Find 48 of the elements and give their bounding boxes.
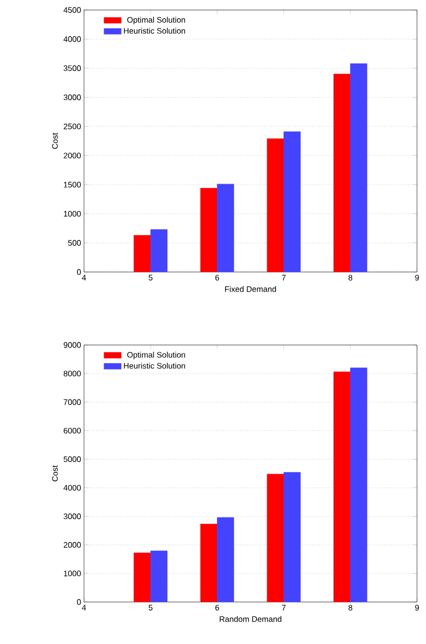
x-tick-label: 9: [415, 604, 419, 611]
y-tick-label: 500: [68, 240, 81, 246]
bar: [134, 552, 151, 602]
y-tick-label: 0: [77, 269, 81, 275]
x-tick-label: 7: [282, 274, 286, 280]
y-tick-label: 4000: [64, 484, 81, 491]
y-tick-label: 1500: [64, 182, 81, 188]
bar: [266, 138, 284, 272]
x-tick-label: 8: [348, 274, 352, 281]
y-tick-label: 2500: [64, 124, 81, 130]
legend-label: Heuristic Solution: [124, 362, 186, 369]
bar: [266, 474, 284, 602]
y-tick-label: 7000: [64, 399, 81, 405]
x-tick-label: 9: [415, 274, 419, 281]
y-tick-label: 0: [77, 599, 81, 605]
x-tick-label: 8: [348, 604, 352, 611]
x-tick-label: 6: [215, 274, 220, 281]
y-tick-label: 3500: [64, 65, 81, 72]
y-tick-label: 1000: [64, 210, 81, 217]
x-tick-label: 4: [82, 274, 86, 280]
x-tick-label: 5: [148, 604, 152, 610]
bar: [200, 524, 218, 602]
y-tick-label: 3000: [64, 514, 81, 520]
y-axis-title: Cost: [52, 465, 58, 482]
x-axis-title: Fixed Demand: [225, 286, 276, 292]
y-tick-label: 5000: [64, 456, 81, 462]
y-tick-label: 8000: [64, 370, 81, 376]
y-tick-label: 4000: [64, 36, 81, 42]
x-axis-title: Random Demand: [220, 616, 282, 622]
x-tick-label: 5: [148, 274, 152, 280]
y-tick-label: 9000: [64, 342, 81, 348]
bar: [134, 235, 151, 272]
y-tick-label: 1000: [64, 570, 81, 576]
bar: [200, 188, 218, 272]
x-tick-label: 6: [215, 604, 220, 611]
y-axis-title: Cost: [52, 132, 58, 149]
y-tick-label: 4500: [64, 7, 81, 13]
bar: [334, 372, 351, 602]
legend-label: Optimal Solution: [127, 16, 186, 24]
y-tick-label: 3000: [64, 94, 81, 100]
x-tick-label: 7: [282, 604, 286, 610]
x-tick-label: 4: [82, 604, 86, 610]
legend-label: Heuristic Solution: [124, 28, 186, 34]
y-tick-label: 6000: [64, 428, 81, 434]
y-tick-label: 2000: [64, 542, 81, 548]
bar: [334, 74, 351, 272]
y-tick-label: 2000: [64, 152, 81, 158]
legend-label: Optimal Solution: [127, 352, 186, 360]
